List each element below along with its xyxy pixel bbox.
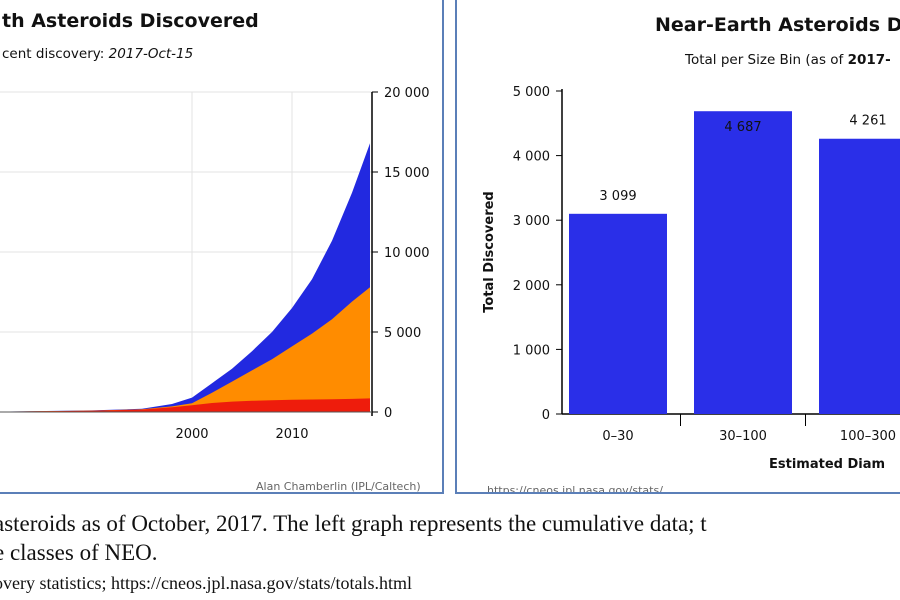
left-chart-credit: Alan Chamberlin (IPL/Caltech): [256, 480, 421, 493]
right-chart-subtitle: Total per Size Bin (as of 2017-: [685, 52, 891, 68]
cumulative-area-chart: 0 5 000 10 000 15 000 20 000 2000 2010 Discover…: [0, 86, 430, 456]
left-chart-subtitle: cent discovery: 2017-Oct-15: [2, 46, 193, 62]
x-tick-label: 2000: [175, 427, 208, 442]
y-tick-label: 15 000: [384, 166, 430, 181]
y-tick-label: 0: [542, 408, 550, 423]
y-tick-label: 1 000: [513, 343, 550, 358]
right-chart-title: Near-Earth Asteroids Di: [655, 14, 900, 36]
subtitle-date: 2017-Oct-15: [108, 46, 194, 62]
size-bin-bar-chart: 0 1 000 2 000 3 000 4 000 5 000 3 099 0–30 4 687…: [482, 85, 900, 472]
figure-source-line: overy statistics; https://cneos.jpl.nasa…: [0, 573, 412, 593]
y-tick-label: 10 000: [384, 246, 430, 261]
y-tick-label: 5 000: [384, 326, 421, 341]
area-series-2: [0, 287, 370, 412]
area-series-3: [0, 398, 370, 412]
figure-caption-line-1: asteroids as of October, 2017. The left …: [0, 511, 707, 536]
right-subtitle-label: Total per Size Bin (as of: [685, 52, 848, 68]
x-tick-label: 100–300: [840, 429, 896, 444]
bar-value-label: 3 099: [599, 189, 636, 204]
y-tick-label: 0: [384, 406, 392, 421]
bar-value-label: 4 261: [849, 114, 886, 129]
bar-1: [569, 213, 667, 414]
x-axis-title: Discovery Date: [42, 455, 153, 456]
y-axis-title: Total Discovered: [482, 191, 497, 313]
bar-value-label: 4 687: [724, 120, 761, 135]
x-tick-label: 2010: [275, 427, 308, 442]
cumulative-discoveries-panel: th Asteroids Discovered cent discovery: …: [0, 0, 444, 494]
bar-3: [819, 138, 900, 415]
y-tick-label: 20 000: [384, 86, 430, 101]
area-series-1: [0, 143, 370, 412]
x-tick-label: 30–100: [719, 429, 767, 444]
left-chart-title: th Asteroids Discovered: [2, 10, 259, 32]
y-tick-label: 3 000: [513, 214, 550, 229]
right-chart-credit: https://cneos.jpl.nasa.gov/stats/: [487, 484, 663, 494]
y-tick-label: 2 000: [513, 279, 550, 294]
y-tick-label: 4 000: [513, 150, 550, 165]
x-axis-title: Estimated Diam: [769, 457, 885, 472]
size-bin-panel: Near-Earth Asteroids Di Total per Size B…: [455, 0, 900, 494]
x-tick-label: 0–30: [602, 429, 633, 444]
subtitle-label: cent discovery:: [2, 46, 109, 62]
right-subtitle-date: 2017-: [847, 52, 891, 68]
figure-caption-line-2: e classes of NEO.: [0, 540, 158, 565]
bar-2: [694, 111, 792, 415]
y-tick-label: 5 000: [513, 85, 550, 100]
